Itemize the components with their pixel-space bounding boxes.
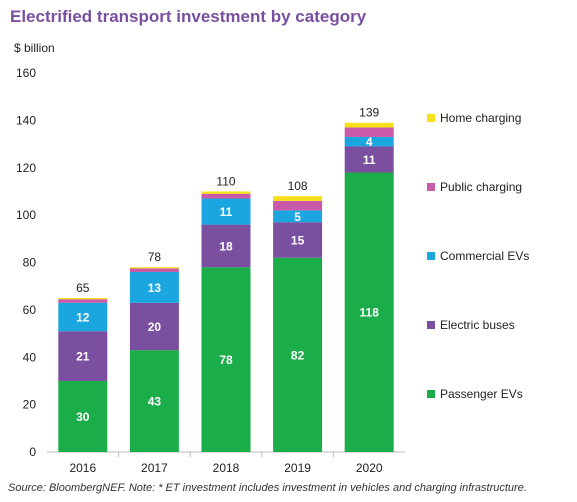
total-label: 65 xyxy=(76,281,90,295)
legend-swatch xyxy=(427,114,435,122)
bar-segment xyxy=(273,200,323,211)
bar-segment xyxy=(201,224,251,268)
y-tick-label: 140 xyxy=(16,113,36,127)
data-label: 12 xyxy=(76,310,90,324)
data-label: 4 xyxy=(366,135,373,149)
bar-segment xyxy=(344,172,394,453)
bar-segment xyxy=(58,298,108,300)
data-label: 43 xyxy=(148,395,162,409)
legend-label: Home charging xyxy=(440,111,521,125)
y-tick-label: 0 xyxy=(29,445,36,459)
data-label: 11 xyxy=(363,153,376,167)
legend-label: Electric buses xyxy=(440,318,515,332)
data-label: 82 xyxy=(291,348,305,362)
data-label: 20 xyxy=(148,320,162,334)
data-label: 78 xyxy=(219,353,233,367)
y-tick-label: 100 xyxy=(16,208,36,222)
y-tick-label: 80 xyxy=(23,256,37,270)
data-label: 11 xyxy=(220,205,233,219)
data-label: 21 xyxy=(76,350,90,364)
total-label: 108 xyxy=(288,179,308,193)
source-note: Source: BloombergNEF. Note: * ET investm… xyxy=(8,482,527,494)
legend-label: Commercial EVs xyxy=(440,249,529,263)
x-tick-label: 2016 xyxy=(69,461,96,475)
bar-segment xyxy=(201,193,251,199)
total-label: 110 xyxy=(216,174,235,188)
bar-segment xyxy=(344,122,394,128)
bar-segment xyxy=(129,267,179,269)
y-tick-label: 40 xyxy=(23,350,37,364)
y-tick-label: 120 xyxy=(16,161,36,175)
bar-segment xyxy=(344,136,394,147)
legend-swatch xyxy=(427,183,435,191)
chart-title: Electrified transport investment by cate… xyxy=(10,7,367,26)
bar-segment xyxy=(201,267,251,452)
bar-segment xyxy=(344,146,394,173)
y-tick-label: 160 xyxy=(16,66,36,80)
bar-segment xyxy=(344,127,394,137)
y-axis-label: $ billion xyxy=(14,41,55,55)
x-tick-label: 2018 xyxy=(213,461,240,475)
data-label: 30 xyxy=(76,410,90,424)
legend-swatch xyxy=(427,390,435,398)
data-label: 15 xyxy=(291,233,305,247)
bar-segment xyxy=(129,271,179,303)
bar-segment xyxy=(273,222,323,258)
x-tick-label: 2017 xyxy=(141,461,168,475)
legend-swatch xyxy=(427,321,435,329)
bar-segment xyxy=(58,380,108,452)
bar-segment xyxy=(58,299,108,303)
legend-swatch xyxy=(427,252,435,260)
data-label: 13 xyxy=(148,281,162,295)
data-label: 18 xyxy=(219,239,233,253)
bar-segment xyxy=(273,257,323,452)
bar-segment xyxy=(201,191,251,194)
bar-segment xyxy=(273,196,323,201)
y-tick-label: 20 xyxy=(23,398,37,412)
x-tick-label: 2020 xyxy=(356,461,383,475)
bar-segment xyxy=(273,210,323,223)
legend-label: Public charging xyxy=(440,180,522,194)
data-label: 5 xyxy=(294,210,301,224)
total-label: 78 xyxy=(148,250,162,264)
y-tick-label: 60 xyxy=(23,303,37,317)
bar-segment xyxy=(201,198,251,225)
bar-segment xyxy=(129,302,179,351)
data-label: 118 xyxy=(360,306,380,320)
bar-segment xyxy=(129,350,179,452)
bar-segment xyxy=(58,302,108,332)
legend-label: Passenger EVs xyxy=(440,387,523,401)
bar-segment xyxy=(58,331,108,381)
bar-segment xyxy=(129,268,179,272)
total-label: 139 xyxy=(359,106,379,120)
x-tick-label: 2019 xyxy=(284,461,311,475)
